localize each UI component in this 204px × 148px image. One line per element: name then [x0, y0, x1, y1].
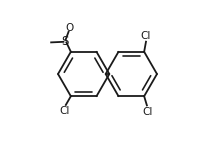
- Text: Cl: Cl: [141, 31, 151, 41]
- Text: Cl: Cl: [143, 107, 153, 117]
- Text: Cl: Cl: [60, 106, 70, 116]
- Text: O: O: [66, 23, 74, 33]
- Text: S: S: [61, 35, 69, 48]
